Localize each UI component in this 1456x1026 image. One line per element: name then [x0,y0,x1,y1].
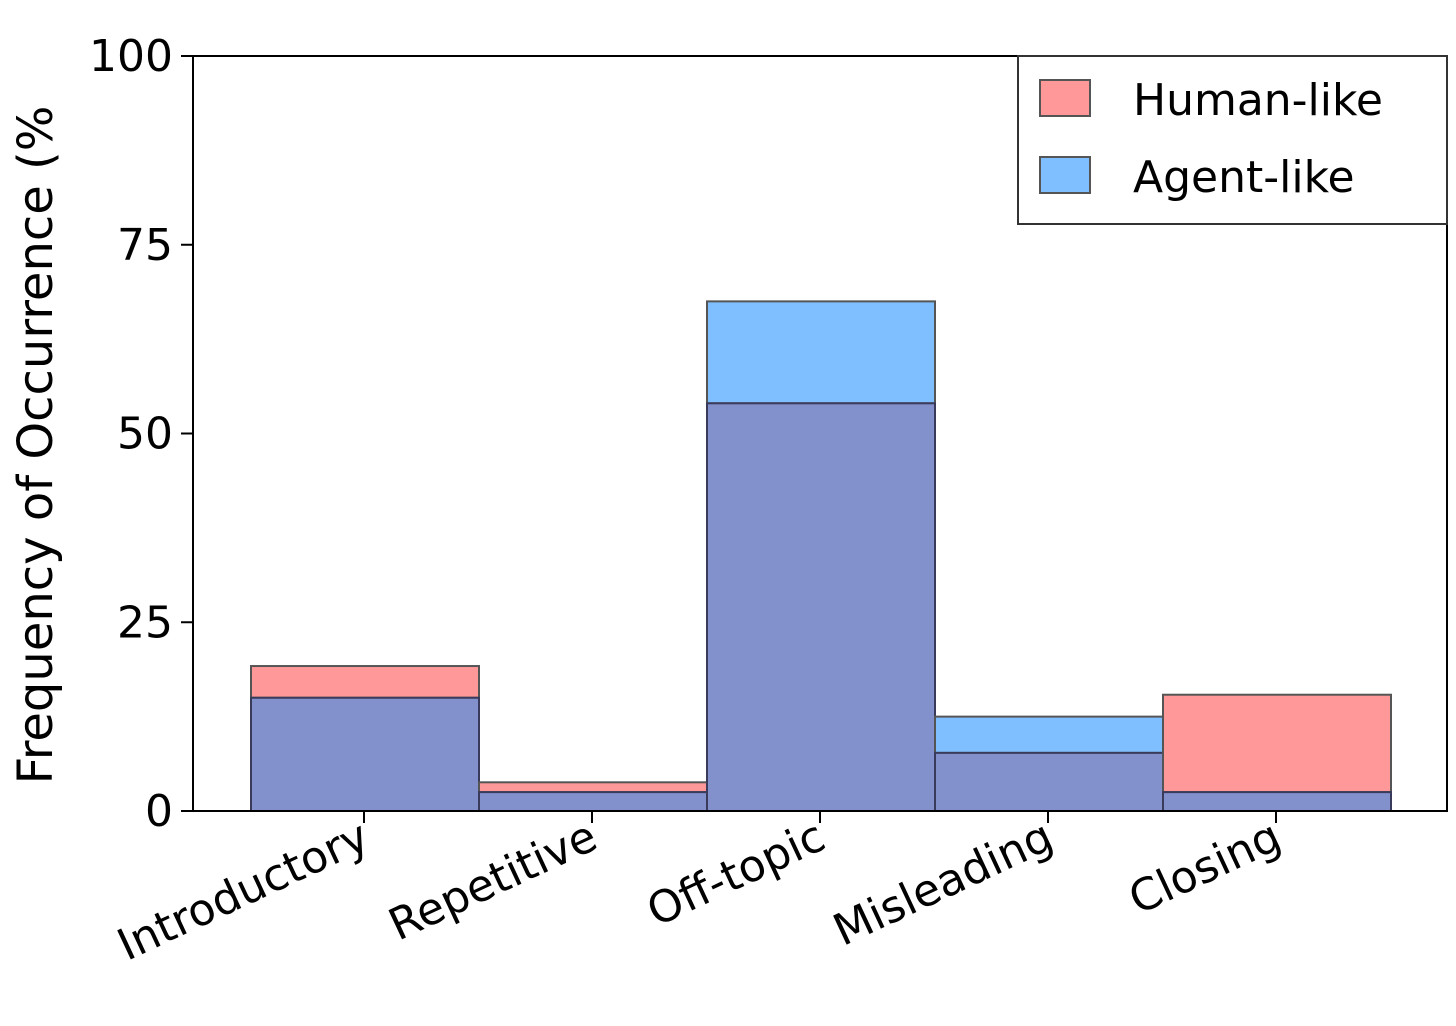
bar-human-like-repetitive [478,781,708,794]
x-tick-label-closing: Closing [1121,811,1288,925]
bar-agent-like-off-topic [706,300,936,405]
bar-human-like-off-topic [706,402,936,812]
legend-swatch-agent-like [1039,156,1091,194]
bar-agent-like-misleading [934,715,1164,754]
bar-human-like-introductory [250,665,480,699]
y-tick-label: 50 [117,409,173,460]
legend-label-agent-like: Agent-like [1133,152,1355,203]
legend-label-human-like: Human-like [1133,75,1383,126]
y-tick-label: 100 [89,31,173,82]
y-axis: 0 25 50 75 100 [89,31,193,837]
y-tick-label: 25 [117,597,173,648]
x-axis: Introductory Repetitive Off-topicMisleadin… [110,811,1289,972]
bar-human-like-misleading [934,751,1164,812]
bar-human-like-closing [1162,693,1392,794]
bar-agent-like-introductory [250,696,480,812]
bars-layer [250,300,1392,812]
y-axis-title: Frequency of Occurrence (% [8,106,64,785]
y-tick-label: 75 [117,220,173,271]
legend: Human-like Agent-like [1017,55,1448,225]
bar-agent-like-repetitive [478,791,708,812]
y-tick-label: 0 [145,786,173,837]
legend-swatch-human-like [1039,79,1091,117]
bar-agent-like-closing [1162,791,1392,812]
x-tick-label-misleading: Misleading [826,811,1061,957]
x-tick-label-off-topic: Off-topic [639,811,832,937]
x-tick-label-repetitive: Repetitive [381,811,604,951]
